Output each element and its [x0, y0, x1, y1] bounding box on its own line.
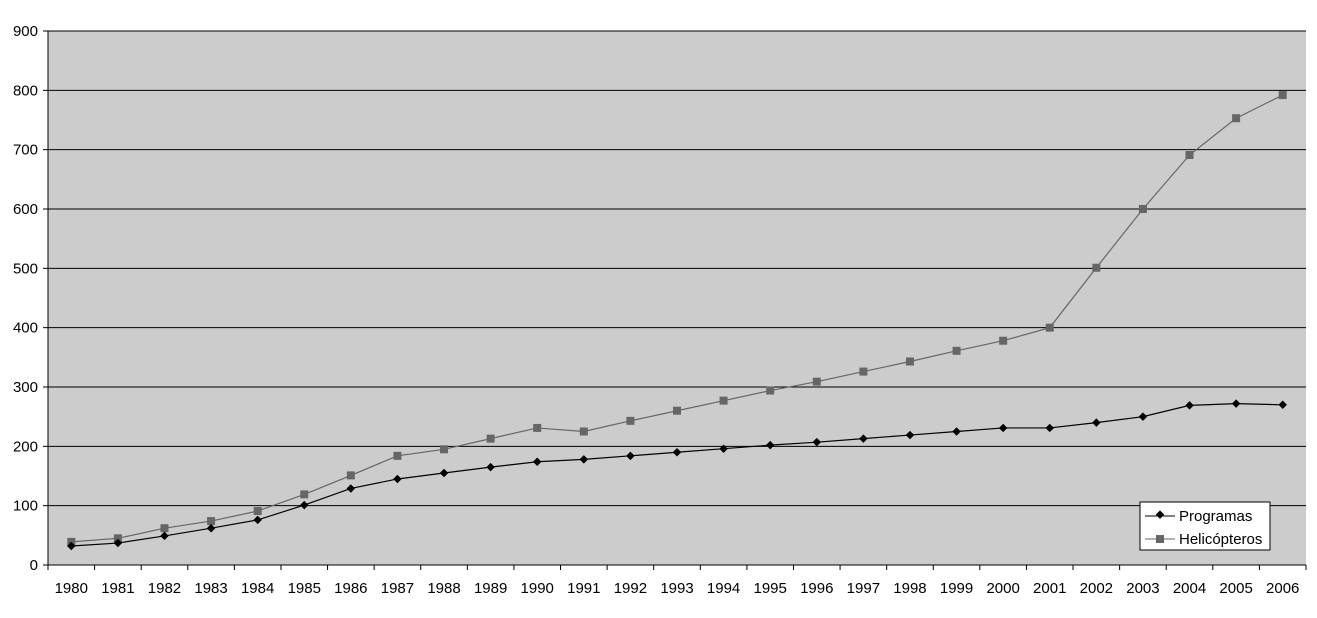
data-point-helic-pteros-1986 [346, 471, 355, 480]
data-point-programas-1993 [672, 448, 682, 457]
x-tick-label-1987: 1987 [381, 580, 414, 597]
y-axis-ticks: 0 100 200 300 400 500 600 700 800 900 [13, 23, 48, 574]
data-point-programas-1988 [439, 468, 449, 478]
y-tick-label-100: 100 [13, 498, 38, 515]
data-point-programas-2006 [1278, 400, 1287, 410]
data-point-helic-pteros-1997 [859, 367, 868, 376]
y-tick-label-500: 500 [13, 260, 38, 277]
x-tick-label-1981: 1981 [101, 580, 134, 597]
data-point-helic-pteros-2005 [1232, 114, 1241, 123]
y-tick-label-300: 300 [13, 379, 38, 396]
x-tick-label-2006: 2006 [1266, 580, 1299, 597]
data-point-programas-2005 [1231, 399, 1241, 408]
x-tick-label-1990: 1990 [521, 580, 554, 597]
data-point-programas-1997 [859, 434, 868, 443]
data-point-programas-1985 [300, 500, 309, 510]
data-point-programas-1995 [765, 440, 775, 450]
data-point-helic-pteros-2003 [1138, 205, 1147, 213]
data-point-programas-1994 [719, 444, 728, 453]
x-tick-label-1994: 1994 [707, 580, 740, 597]
data-point-programas-1998 [905, 430, 915, 440]
x-tick-label-1988: 1988 [427, 580, 460, 597]
x-tick-label-2002: 2002 [1080, 580, 1113, 597]
x-tick-label-1996: 1996 [800, 580, 833, 597]
data-point-programas-2004 [1185, 401, 1194, 410]
data-point-programas-1987 [393, 474, 402, 484]
data-point-programas-1986 [346, 484, 356, 493]
data-point-programas-1989 [486, 462, 495, 472]
x-tick-label-2000: 2000 [986, 580, 1019, 597]
legend-marker-programas [1155, 510, 1165, 519]
x-tick-label-1997: 1997 [847, 580, 880, 597]
x-tick-label-1980: 1980 [55, 580, 88, 597]
data-point-helic-pteros-1985 [300, 490, 309, 499]
y-tick-label-200: 200 [13, 438, 38, 455]
x-tick-label-1986: 1986 [334, 580, 367, 597]
data-point-helic-pteros-1983 [207, 517, 216, 526]
x-tick-label-1991: 1991 [567, 580, 600, 597]
gridlines [48, 30, 1306, 507]
data-point-helic-pteros-1996 [812, 377, 821, 386]
data-point-programas-1996 [812, 437, 822, 447]
data-point-programas-2000 [998, 423, 1008, 433]
x-axis-ticks: 1980 1981 1982 1983 1984 1985 1986 1987 1988 1989… [47, 565, 1307, 597]
y-tick-label-700: 700 [13, 142, 38, 159]
data-point-programas-2001 [1045, 423, 1054, 433]
legend-marker-helicopteros [1156, 535, 1164, 543]
x-tick-label-2004: 2004 [1173, 580, 1206, 597]
axes [47, 31, 1306, 566]
y-tick-label-600: 600 [13, 201, 38, 218]
legend-label-helicopteros: Helicópteros [1179, 531, 1262, 548]
data-point-helic-pteros-1995 [766, 386, 775, 395]
x-tick-label-1984: 1984 [241, 580, 274, 597]
data-point-helic-pteros-2000 [999, 336, 1008, 345]
data-point-helic-pteros-2004 [1185, 151, 1194, 160]
x-tick-label-1999: 1999 [940, 580, 973, 597]
data-point-helic-pteros-1992 [626, 416, 635, 425]
data-point-helic-pteros-2006 [1278, 91, 1287, 100]
data-point-helic-pteros-2002 [1092, 263, 1101, 272]
data-point-programas-1991 [579, 455, 589, 464]
x-tick-label-1995: 1995 [753, 580, 786, 597]
data-point-programas-1990 [532, 457, 542, 467]
data-point-helic-pteros-1999 [952, 346, 961, 355]
data-point-programas-1999 [952, 427, 961, 436]
x-tick-label-1992: 1992 [614, 580, 647, 597]
data-point-helic-pteros-1993 [673, 406, 681, 415]
data-point-helic-pteros-1991 [579, 427, 588, 436]
x-tick-label-1993: 1993 [660, 580, 693, 597]
data-point-helic-pteros-1989 [486, 434, 495, 443]
plot-area [48, 31, 1306, 565]
x-tick-label-2001: 2001 [1033, 580, 1066, 597]
data-point-programas-2003 [1138, 412, 1148, 421]
series-layer [67, 91, 1287, 551]
data-point-programas-1992 [626, 451, 635, 461]
data-point-helic-pteros-1990 [533, 423, 542, 432]
data-point-helic-pteros-1994 [719, 396, 728, 405]
data-point-helic-pteros-1982 [160, 524, 169, 533]
x-tick-label-1983: 1983 [194, 580, 227, 597]
data-point-helic-pteros-1981 [113, 534, 122, 543]
y-tick-label-900: 900 [13, 23, 38, 40]
data-point-helic-pteros-1998 [905, 357, 914, 366]
y-tick-label-400: 400 [13, 320, 38, 337]
legend-label-programas: Programas [1179, 508, 1252, 525]
data-point-programas-2002 [1092, 418, 1101, 427]
x-tick-label-1989: 1989 [474, 580, 507, 597]
legend: Programas Helicópteros [1139, 501, 1271, 551]
x-tick-label-1982: 1982 [148, 580, 181, 597]
x-tick-label-2003: 2003 [1126, 580, 1159, 597]
data-point-helic-pteros-2001 [1045, 323, 1054, 332]
data-point-helic-pteros-1988 [440, 445, 449, 454]
y-tick-label-800: 800 [13, 82, 38, 99]
x-tick-label-1985: 1985 [288, 580, 321, 597]
x-tick-label-2005: 2005 [1219, 580, 1252, 597]
x-tick-label-1998: 1998 [893, 580, 926, 597]
y-tick-label-0: 0 [30, 557, 38, 574]
data-point-helic-pteros-1984 [253, 507, 262, 516]
data-point-helic-pteros-1987 [393, 451, 402, 460]
